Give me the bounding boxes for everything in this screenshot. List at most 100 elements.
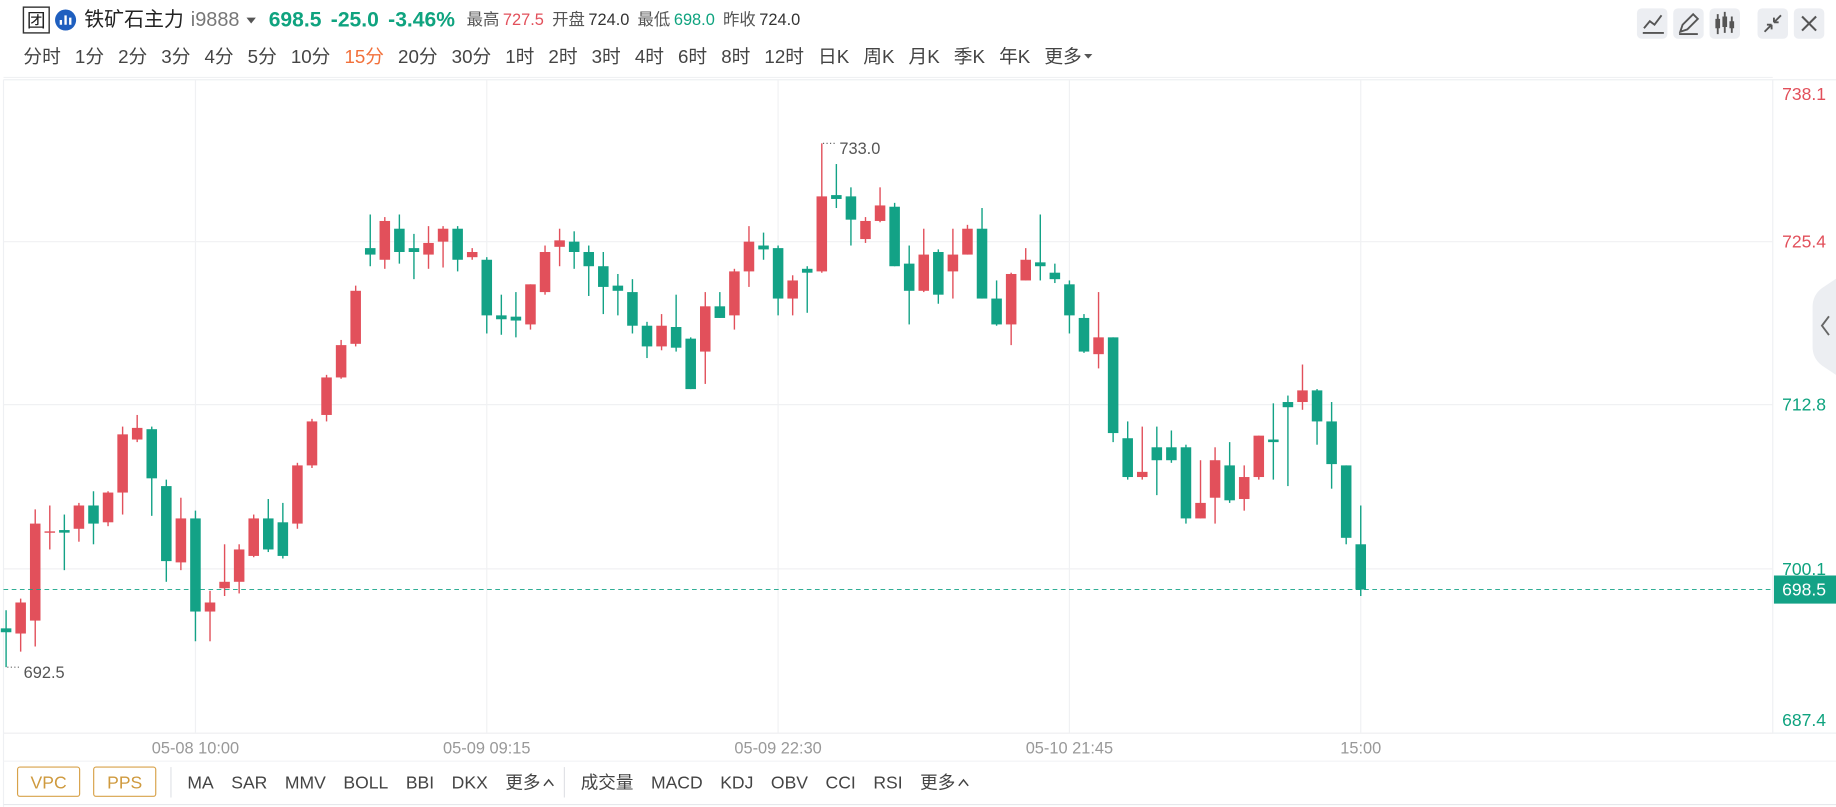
candle-body bbox=[598, 266, 609, 287]
candle-body bbox=[1195, 502, 1206, 519]
code-dropdown[interactable] bbox=[246, 17, 256, 24]
period-tab[interactable]: 6时 bbox=[678, 46, 707, 67]
indicator-tab[interactable]: KDJ bbox=[720, 772, 753, 792]
y-tick-label: 700.1 bbox=[1782, 559, 1826, 579]
tool-icon bbox=[1801, 15, 1817, 32]
indicator-box[interactable] bbox=[16, 766, 81, 797]
candle-body bbox=[29, 523, 41, 621]
indicator-tab[interactable]: OBV bbox=[771, 772, 808, 792]
indicator-tab[interactable]: RSI bbox=[873, 772, 902, 792]
indicator-tab[interactable]: BOLL bbox=[343, 772, 388, 792]
indicator-tab[interactable]: CCI bbox=[826, 772, 856, 792]
candle-body bbox=[685, 338, 696, 390]
period-tab[interactable]: 1分 bbox=[75, 46, 104, 67]
indicator-tab[interactable]: MMV bbox=[285, 772, 326, 792]
candle-body bbox=[889, 206, 900, 267]
candle-body bbox=[263, 518, 274, 550]
period-tab[interactable]: 分时 bbox=[23, 46, 60, 67]
period-tab[interactable]: 4时 bbox=[635, 46, 664, 67]
more-caret bbox=[543, 778, 554, 787]
period-tab[interactable]: 4分 bbox=[204, 46, 233, 67]
candle-body bbox=[1122, 438, 1133, 478]
candle-body bbox=[1107, 337, 1119, 434]
candle-body bbox=[1238, 477, 1250, 500]
candle-body bbox=[59, 530, 70, 533]
candle-body bbox=[903, 263, 915, 291]
indicator-tab[interactable]: 成交量 bbox=[581, 772, 634, 792]
period-tab[interactable]: 12时 bbox=[764, 46, 804, 67]
side-tab[interactable] bbox=[1812, 278, 1836, 375]
stat-label: 最高 bbox=[467, 11, 500, 29]
indicator-more[interactable]: 更多 bbox=[505, 772, 540, 792]
period-tab[interactable]: 3时 bbox=[592, 46, 621, 67]
stat-value: 727.5 bbox=[503, 11, 544, 29]
candle-body bbox=[233, 549, 245, 582]
period-tab[interactable]: 2分 bbox=[118, 46, 147, 67]
candle-body bbox=[1049, 272, 1061, 280]
y-tick-label: 725.4 bbox=[1782, 232, 1826, 252]
candle-body bbox=[539, 251, 551, 293]
indicator-tab[interactable]: DKX bbox=[452, 772, 488, 792]
candle-body bbox=[1166, 447, 1177, 461]
candle-body bbox=[933, 251, 944, 295]
more-caret bbox=[958, 778, 969, 787]
candle-body bbox=[219, 581, 230, 589]
candle-body bbox=[1005, 273, 1017, 325]
candle-body bbox=[670, 327, 682, 348]
indicator-tab[interactable]: SAR bbox=[231, 772, 267, 792]
period-tab[interactable]: 月K bbox=[909, 46, 941, 67]
candle-body bbox=[44, 531, 56, 533]
candle-body bbox=[612, 285, 624, 291]
indicator-tab[interactable]: MACD bbox=[651, 772, 703, 792]
period-tab[interactable]: 30分 bbox=[452, 46, 492, 67]
quote-price: 698.5 bbox=[269, 9, 322, 32]
tool-button[interactable] bbox=[1757, 8, 1788, 39]
period-tab[interactable]: 更多 bbox=[1044, 46, 1081, 67]
period-tab[interactable]: 20分 bbox=[398, 46, 438, 67]
candle-body bbox=[335, 345, 347, 378]
quote-change: -25.0 bbox=[331, 9, 379, 32]
candle-body bbox=[568, 241, 580, 252]
period-tab[interactable]: 15分 bbox=[344, 46, 384, 67]
stat-label: 最低 bbox=[638, 11, 671, 29]
badge: 团 bbox=[27, 10, 46, 31]
indicator-box[interactable] bbox=[93, 766, 157, 797]
period-tab[interactable]: 3分 bbox=[161, 46, 190, 67]
last-price-tag bbox=[1773, 575, 1836, 604]
indicator-tab[interactable]: MA bbox=[187, 772, 214, 792]
period-tab[interactable]: 5分 bbox=[248, 46, 277, 67]
candle-body bbox=[117, 434, 128, 493]
indicator-special[interactable]: PPS bbox=[107, 772, 142, 792]
x-tick-label: 05-10 21:45 bbox=[1026, 739, 1113, 757]
candle-body bbox=[292, 465, 303, 524]
period-tab[interactable]: 1时 bbox=[505, 46, 534, 67]
instrument-name: 铁矿石主力 bbox=[84, 8, 183, 31]
x-tick-label: 05-09 22:30 bbox=[734, 739, 821, 757]
period-tab[interactable]: 8时 bbox=[721, 46, 750, 67]
period-tab[interactable]: 2时 bbox=[548, 46, 577, 67]
candle-body bbox=[146, 429, 158, 479]
indicator-tab[interactable]: BBI bbox=[406, 772, 434, 792]
candle-body bbox=[1035, 262, 1046, 267]
period-tab[interactable]: 季K bbox=[954, 46, 986, 67]
tool-icon bbox=[1715, 16, 1735, 29]
candle-body bbox=[1136, 471, 1148, 478]
candle-body bbox=[204, 602, 216, 612]
indicator-special[interactable]: VPC bbox=[31, 772, 67, 792]
period-tab[interactable]: 周K bbox=[863, 46, 895, 67]
period-tab[interactable]: 日K bbox=[818, 46, 850, 67]
stat-value: 724.0 bbox=[759, 11, 800, 29]
x-tick-label: 05-08 10:00 bbox=[152, 739, 239, 757]
candle-body bbox=[962, 228, 973, 255]
stat-label: 开盘 bbox=[552, 10, 585, 29]
indicator-more[interactable]: 更多 bbox=[920, 772, 955, 792]
period-tab[interactable]: 10分 bbox=[291, 46, 331, 67]
candle-body bbox=[379, 220, 391, 260]
period-tab[interactable]: 年K bbox=[999, 46, 1031, 67]
candle-body bbox=[831, 195, 842, 199]
candle-body bbox=[772, 248, 784, 299]
candle-body bbox=[918, 254, 930, 291]
candle-body bbox=[729, 271, 740, 316]
candle-body bbox=[161, 486, 172, 562]
